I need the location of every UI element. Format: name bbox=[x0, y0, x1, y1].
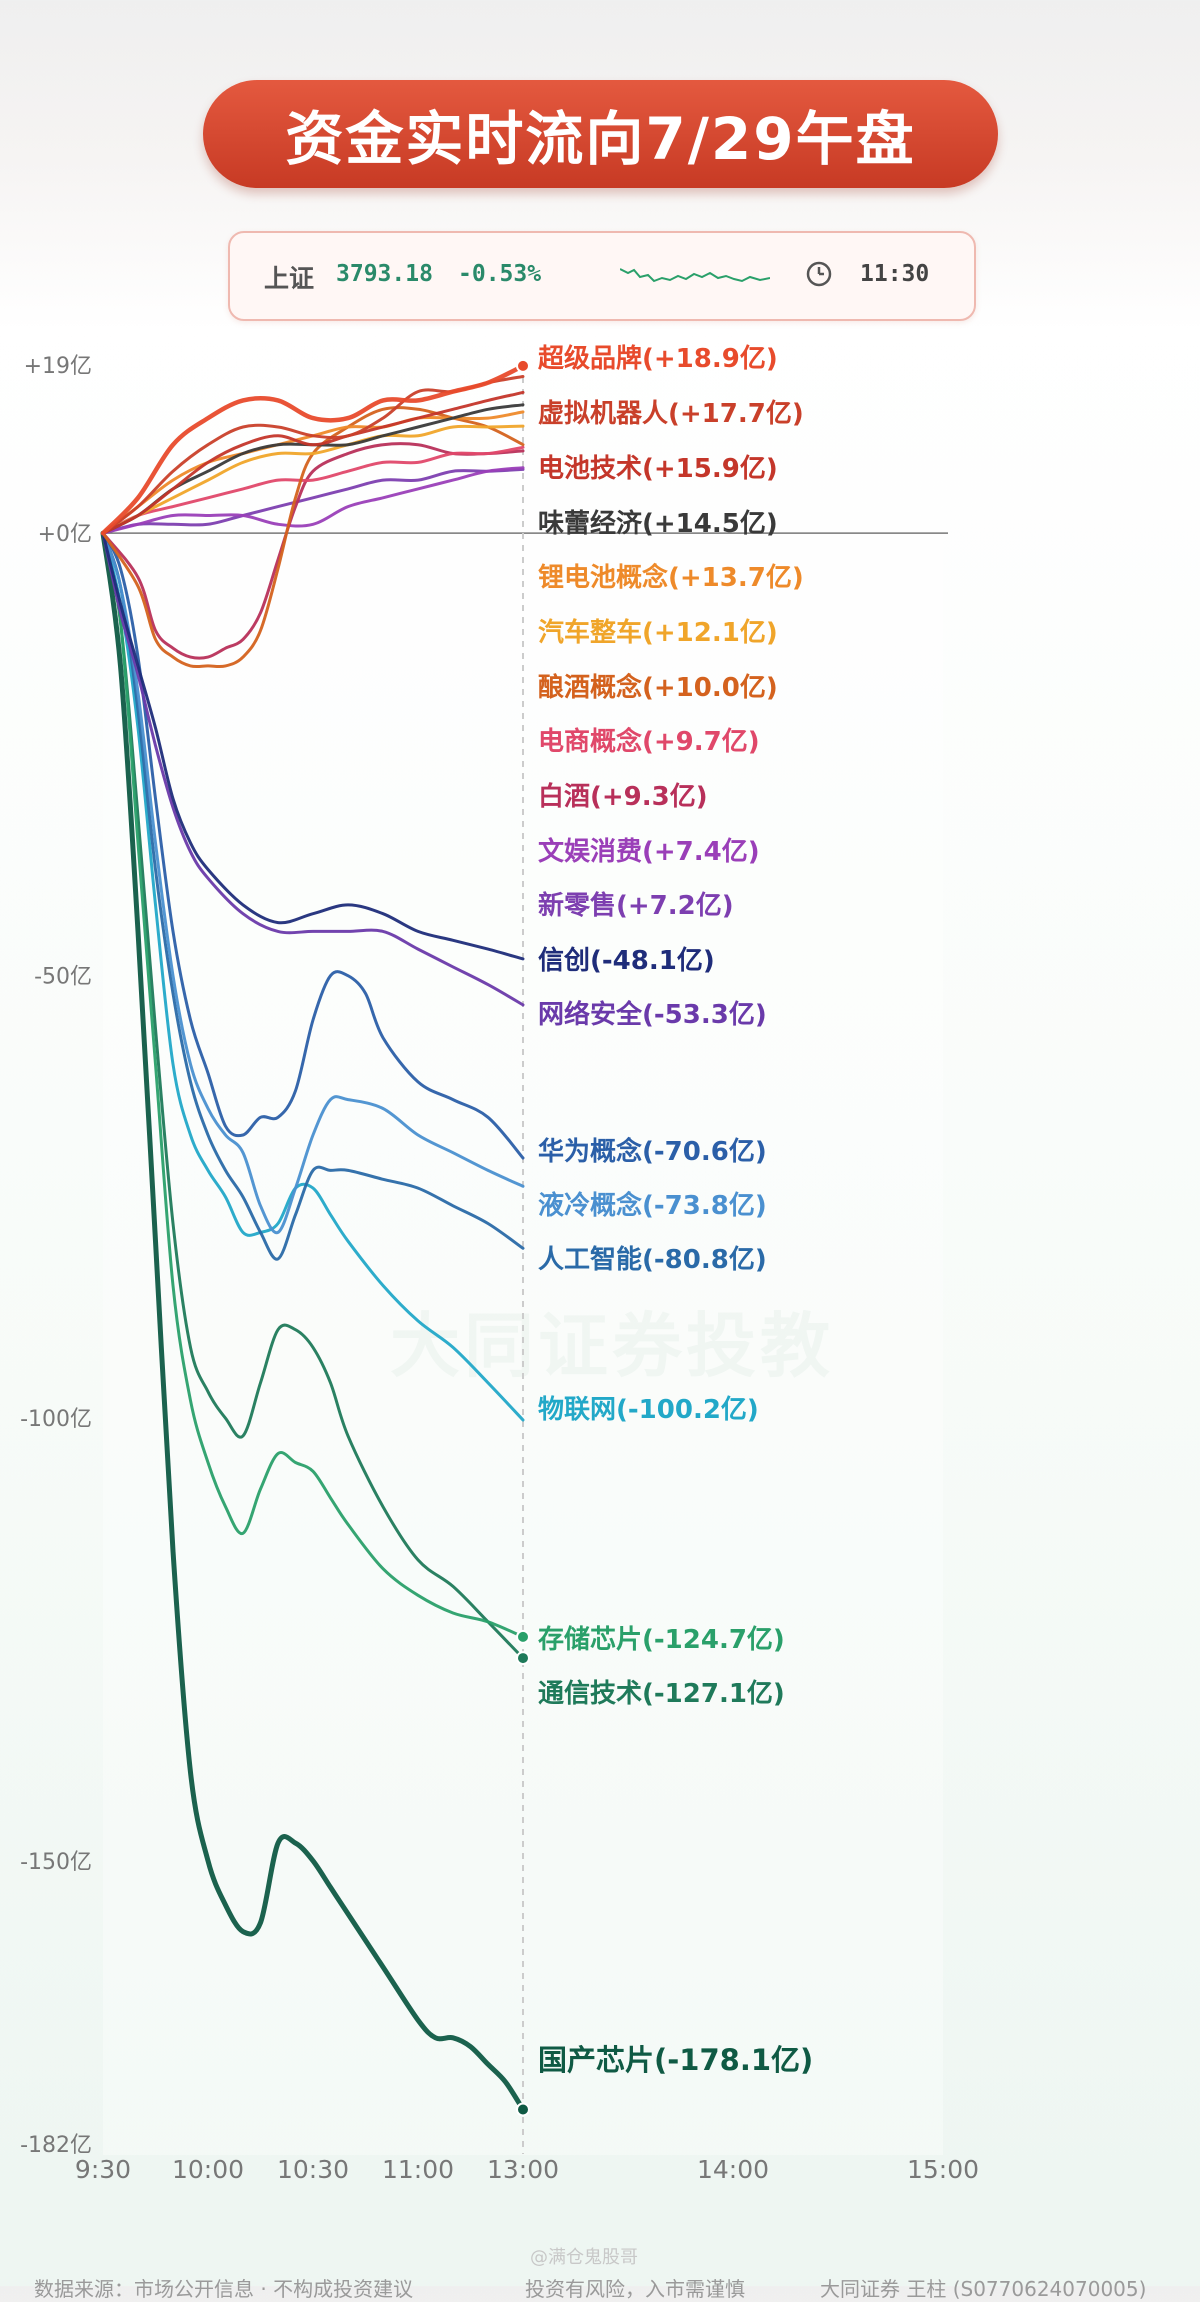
y-tick-label: +19亿 bbox=[24, 354, 92, 379]
series-label-10: 文娱消费(+7.4亿) bbox=[538, 836, 760, 867]
series-label-6: 汽车整车(+12.1亿) bbox=[538, 617, 778, 648]
y-tick-label: -150亿 bbox=[20, 1850, 92, 1875]
series-label-8: 电商概念(+9.7亿) bbox=[538, 726, 760, 757]
series-line-14 bbox=[101, 531, 525, 1160]
x-tick-label: 14:00 bbox=[697, 2155, 769, 2184]
series-label-4: 味蕾经济(+14.5亿) bbox=[538, 508, 778, 539]
y-tick-label: +0亿 bbox=[38, 522, 92, 547]
y-tick-label: -182亿 bbox=[20, 2133, 92, 2158]
series-label-3: 电池技术(+15.9亿) bbox=[538, 454, 778, 484]
series-label-20: 国产芯片(-178.1亿) bbox=[538, 2043, 813, 2077]
series-line-7 bbox=[101, 406, 525, 669]
series-label-2: 虚拟机器人(+17.7亿) bbox=[538, 399, 804, 429]
index-name: 上证 bbox=[264, 264, 315, 293]
index-value: 3793.18 bbox=[336, 261, 433, 287]
series-label-17: 物联网(-100.2亿) bbox=[538, 1395, 759, 1425]
index-change: -0.53% bbox=[458, 261, 542, 287]
series-end-marker bbox=[516, 1651, 530, 1666]
series-line-12 bbox=[101, 531, 525, 961]
series-end-marker bbox=[516, 2102, 530, 2117]
series-line-17 bbox=[101, 531, 525, 1422]
footer-author: 大同证券 王柱 (S0770624070005) bbox=[820, 2277, 1147, 2301]
series-line-19 bbox=[101, 531, 525, 1660]
series-end-marker bbox=[516, 1629, 530, 1644]
series-label-9: 白酒(+9.3亿) bbox=[538, 781, 708, 812]
series-label-7: 酿酒概念(+10.0亿) bbox=[538, 672, 778, 703]
series-label-12: 信创(-48.1亿) bbox=[538, 946, 715, 976]
series-label-5: 锂电池概念(+13.7亿) bbox=[538, 562, 804, 593]
series-label-13: 网络安全(-53.3亿) bbox=[538, 999, 767, 1030]
watermark: 大同证券投教 bbox=[390, 1290, 834, 1391]
series-line-15 bbox=[101, 531, 525, 1235]
series-label-19: 通信技术(-127.1亿) bbox=[538, 1679, 785, 1709]
series-line-13 bbox=[101, 531, 525, 1007]
series-line-1 bbox=[100, 363, 526, 536]
sparkline-icon bbox=[620, 268, 770, 283]
index-time: 11:30 bbox=[860, 261, 930, 287]
series-label-11: 新零售(+7.2亿) bbox=[538, 890, 734, 921]
platform-watermark: @满仓鬼股哥 bbox=[530, 2247, 638, 2268]
series-label-15: 液冷概念(-73.8亿) bbox=[538, 1190, 767, 1221]
x-tick-label: 15:00 bbox=[907, 2155, 979, 2184]
x-tick-label: 10:30 bbox=[277, 2155, 349, 2184]
series-end-marker bbox=[516, 358, 530, 373]
chart-title-banner: 资金实时流向7/29午盘 bbox=[203, 80, 998, 188]
series-line-18 bbox=[101, 531, 525, 1639]
series-label-18: 存储芯片(-124.7亿) bbox=[538, 1624, 785, 1655]
series-line-20 bbox=[100, 530, 526, 2112]
series-line-10 bbox=[101, 466, 525, 535]
footer-risk: 投资有风险，入市需谨慎 bbox=[525, 2277, 745, 2301]
series-line-16 bbox=[101, 531, 525, 1261]
y-tick-label: -100亿 bbox=[20, 1407, 92, 1432]
index-summary-box: 上证 3793.18 -0.53% 11:30 bbox=[228, 231, 976, 321]
series-line-8 bbox=[101, 445, 525, 535]
x-tick-label: 11:00 bbox=[382, 2155, 454, 2184]
series-line-9 bbox=[101, 442, 525, 660]
x-tick-label: 10:00 bbox=[172, 2155, 244, 2184]
x-tick-label: 9:30 bbox=[75, 2155, 131, 2184]
series-line-6 bbox=[101, 424, 525, 535]
footer-source: 数据来源：市场公开信息 · 不构成投资建议 bbox=[34, 2277, 414, 2301]
series-line-11 bbox=[101, 467, 525, 535]
x-tick-label: 13:00 bbox=[487, 2155, 559, 2184]
series-label-16: 人工智能(-80.8亿) bbox=[538, 1244, 767, 1275]
series-label-1: 超级品牌(+18.9亿) bbox=[538, 343, 778, 374]
series-line-3 bbox=[101, 390, 525, 535]
y-tick-label: -50亿 bbox=[34, 965, 92, 990]
chart-title: 资金实时流向7/29午盘 bbox=[285, 105, 916, 173]
clock-icon bbox=[806, 261, 832, 287]
series-label-14: 华为概念(-70.6亿) bbox=[538, 1136, 767, 1167]
